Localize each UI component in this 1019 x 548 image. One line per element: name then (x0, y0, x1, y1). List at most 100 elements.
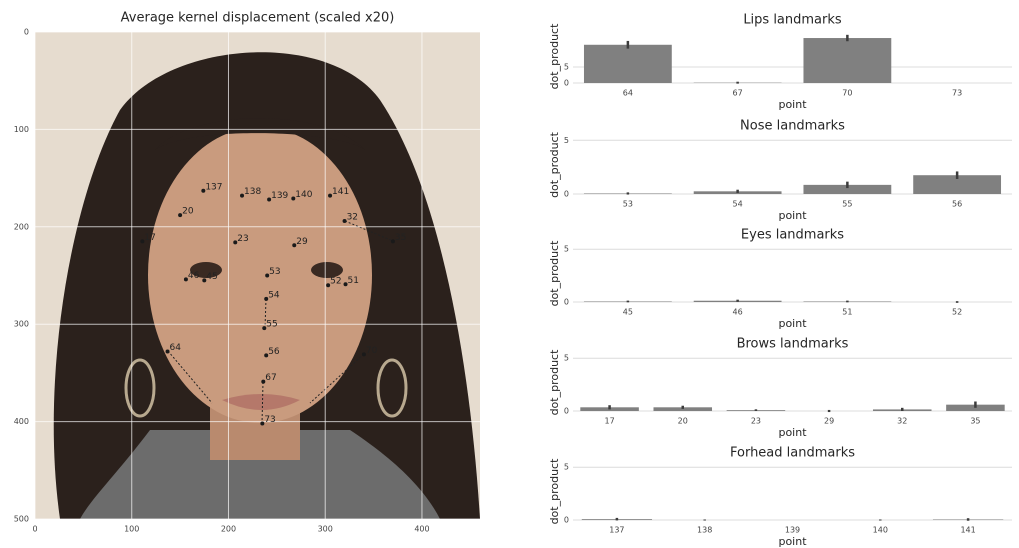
landmark-label: 67 (265, 373, 276, 383)
y-axis-label: dot_product (548, 131, 561, 198)
landmark-point (326, 283, 331, 288)
landmark-label: 73 (264, 415, 275, 425)
x-axis-label: point (778, 209, 807, 222)
chart-title: Average kernel displacement (scaled x20) (121, 11, 395, 26)
x-tick-label: 139 (785, 526, 800, 535)
x-tick-label: 52 (952, 308, 962, 317)
y-tick-label: 5 (564, 136, 569, 145)
x-tick-label: 51 (842, 308, 852, 317)
landmark-point (328, 193, 333, 198)
landmark-point (390, 239, 395, 244)
x-axis-label: point (778, 317, 807, 330)
x-tick-label: 20 (678, 417, 688, 426)
x-tick-label: 35 (970, 417, 980, 426)
x-tick-label: 138 (697, 526, 712, 535)
x-tick-label: 55 (842, 200, 852, 209)
landmark-point (201, 188, 206, 193)
landmark-point (264, 353, 269, 358)
x-tick-label: 0 (32, 525, 37, 534)
y-tick-label: 5 (564, 245, 569, 254)
x-axis-label: point (778, 426, 807, 439)
bar (583, 44, 672, 83)
landmark-point (343, 282, 348, 287)
x-tick-label: 23 (751, 417, 761, 426)
chart-title: Lips landmarks (743, 13, 842, 28)
y-tick-label: 0 (564, 79, 569, 88)
landmark-point (361, 352, 366, 357)
landmark-point (342, 218, 347, 223)
landmark-label: 20 (182, 207, 194, 217)
x-tick-label: 137 (609, 526, 624, 535)
x-tick-label: 17 (604, 417, 614, 426)
landmark-label: 55 (266, 320, 277, 330)
landmark-point (183, 277, 188, 282)
y-axis-label: dot_product (548, 23, 561, 90)
chart-title: Brows landmarks (737, 337, 849, 352)
x-tick-label: 140 (873, 526, 888, 535)
y-tick-label: 300 (14, 320, 29, 329)
bar (653, 407, 713, 411)
x-tick-label: 32 (897, 417, 907, 426)
landmark-label: 64 (170, 343, 182, 353)
landmark-point (233, 240, 238, 245)
x-tick-label: 300 (318, 525, 333, 534)
landmark-label: 29 (296, 237, 308, 247)
landmark-label: 17 (144, 233, 155, 243)
x-tick-label: 141 (960, 526, 975, 535)
y-tick-label: 0 (24, 28, 29, 37)
bar (913, 175, 1002, 194)
landmark-point (202, 278, 207, 283)
bar (803, 38, 892, 83)
x-tick-label: 53 (623, 200, 633, 209)
x-axis-label: point (778, 98, 807, 111)
landmark-point (140, 239, 145, 244)
landmark-point (260, 421, 265, 426)
landmark-label: 23 (237, 234, 248, 244)
chart-title: Eyes landmarks (741, 228, 844, 243)
landmark-label: 141 (332, 187, 349, 197)
landmark-label: 139 (271, 191, 288, 201)
landmark-label: 52 (330, 277, 341, 287)
landmark-label: 137 (205, 182, 222, 192)
landmark-label: 138 (244, 187, 261, 197)
landmark-label: 51 (348, 276, 359, 286)
x-tick-label: 67 (733, 89, 743, 98)
x-tick-label: 46 (733, 308, 743, 317)
y-tick-label: 0 (564, 407, 569, 416)
y-axis-label: dot_product (548, 458, 561, 525)
landmark-label: 54 (268, 290, 280, 300)
landmark-point (264, 296, 269, 301)
y-tick-label: 5 (564, 463, 569, 472)
landmark-point (262, 326, 267, 331)
x-axis-label: point (778, 535, 807, 548)
x-tick-label: 73 (952, 89, 962, 98)
y-tick-label: 5 (564, 62, 569, 71)
y-tick-label: 500 (14, 515, 29, 524)
portrait-photo (35, 32, 480, 519)
chart-title: Nose landmarks (740, 119, 845, 134)
landmark-label: 45 (206, 272, 217, 282)
x-tick-label: 56 (952, 200, 962, 209)
x-tick-label: 45 (623, 308, 633, 317)
landmark-label: 56 (268, 347, 280, 357)
y-tick-label: 0 (564, 516, 569, 525)
chart-title: Forhead landmarks (730, 446, 855, 461)
landmark-point (267, 197, 272, 202)
landmark-point (240, 193, 245, 198)
y-tick-label: 100 (14, 125, 29, 134)
landmark-point (178, 213, 183, 218)
y-axis-label: dot_product (548, 349, 561, 416)
x-tick-label: 29 (824, 417, 834, 426)
x-tick-label: 400 (414, 525, 429, 534)
x-tick-label: 70 (842, 89, 852, 98)
landmark-label: 140 (295, 190, 312, 200)
y-tick-label: 200 (14, 222, 29, 231)
x-tick-label: 54 (733, 200, 743, 209)
landmark-label: 70 (366, 346, 378, 356)
landmark-label: 32 (347, 212, 358, 222)
y-tick-label: 0 (564, 190, 569, 199)
landmark-point (291, 196, 296, 201)
x-tick-label: 64 (623, 89, 633, 98)
landmark-point (165, 349, 170, 354)
